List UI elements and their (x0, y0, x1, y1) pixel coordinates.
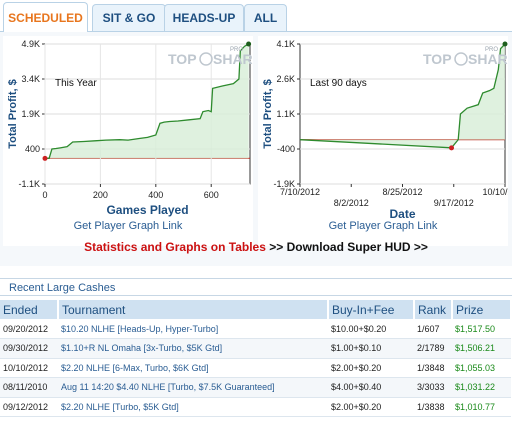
series-line (299, 43, 506, 149)
x-tick-label: 8/2/2012 (334, 198, 369, 208)
x-axis-title: Games Played (106, 203, 188, 217)
cell-tournament[interactable]: $2.20 NLHE [Turbo, $5K Gtd] (58, 397, 328, 417)
table-row: 09/30/2012 $1.10+R NL Omaha [3x-Turbo, $5… (0, 338, 511, 359)
cell-prize: $1,031.22 (452, 377, 511, 398)
chart-annotation: This Year (55, 78, 97, 89)
series-min-point (449, 145, 455, 151)
cell-rank: 1/3848 (414, 358, 452, 378)
header-rank[interactable]: Rank (414, 300, 453, 319)
y-tick-label: 400 (25, 144, 40, 154)
x-tick-label: 400 (148, 190, 163, 200)
logo-badge: PRO (230, 47, 243, 53)
chart-annotation: Last 90 days (310, 78, 367, 89)
cell-ended: 09/20/2012 (0, 319, 58, 339)
table-row: 08/11/2010 Aug 11 14:20 $4.40 NLHE [Turbo… (0, 377, 511, 398)
y-tick-label: 4.1K (276, 39, 295, 49)
logo-text-shark: SHARK (213, 51, 253, 67)
cell-rank: 2/1789 (414, 338, 452, 359)
cell-ended: 08/11/2010 (0, 377, 58, 398)
x-tick-label: 7/10/2012 (280, 187, 320, 197)
y-tick-label: 2.6K (276, 74, 295, 84)
header-prize[interactable]: Prize (452, 300, 512, 319)
graph-panel-last-90-days: -1.9K -400 1.1K 2.6K 4.1K 7/10/2012 8/25/2012 1… (258, 36, 508, 246)
cell-rank: 3/3033 (414, 377, 452, 398)
cell-rank: 1/607 (414, 319, 452, 339)
cell-buyin: $10.00+$0.20 (328, 319, 414, 339)
series-area (45, 44, 249, 159)
statistics-link[interactable]: Statistics and Graphs on Tables (84, 240, 266, 254)
cell-ended: 10/10/2012 (0, 358, 58, 378)
logo-icon (454, 52, 468, 66)
cell-buyin: $4.00+$0.40 (328, 377, 414, 398)
x-tick-label: 200 (93, 190, 108, 200)
series-end-point (246, 41, 252, 47)
logo-icon (199, 52, 213, 66)
cell-prize: $1,055.03 (452, 358, 511, 378)
cell-prize: $1,010.77 (452, 397, 511, 417)
series-end-point (502, 41, 508, 47)
cell-tournament[interactable]: $2.20 NLHE [6-Max, Turbo, $6K Gtd] (58, 358, 328, 378)
y-tick-label: -1.1K (18, 179, 40, 189)
x-tick-label: 600 (204, 190, 219, 200)
series-area (300, 44, 505, 148)
graphs-area: -1.1K 400 1.9K 3.4K 4.9K 0 200 400 600 This Year T… (0, 32, 512, 266)
logo-text-top: TOP (423, 51, 452, 67)
tab-divider (0, 31, 512, 32)
series-start-point (42, 155, 48, 161)
section-title: Recent Large Cashes (9, 282, 116, 294)
header-ended[interactable]: Ended (0, 300, 59, 319)
y-tick-label: 1.1K (276, 109, 295, 119)
tab-sit-and-go[interactable]: SIT & GO (92, 4, 166, 31)
x-tick-label: 0 (42, 190, 47, 200)
topshark-logo: TOP SHARKPRO (423, 47, 508, 67)
recent-cashes-section: Recent Large Cashes Ended Tournament Buy… (0, 266, 512, 423)
tab-bar: SCHEDULED SIT & GO HEADS-UP ALL (0, 0, 512, 32)
section-underline (0, 295, 512, 296)
cell-ended: 09/30/2012 (0, 338, 58, 359)
cell-buyin: $2.00+$0.20 (328, 358, 414, 378)
table-row: 09/12/2012 $2.20 NLHE [Turbo, $5K Gtd] $2.… (0, 397, 511, 417)
section-divider (0, 278, 512, 279)
y-tick-label: -400 (277, 144, 295, 154)
graph-panel-this-year: -1.1K 400 1.9K 3.4K 4.9K 0 200 400 600 This Year T… (3, 36, 253, 246)
get-graph-link-1[interactable]: Get Player Graph Link (73, 220, 183, 232)
cell-ended: 09/12/2012 (0, 397, 58, 417)
y-tick-label: -1.9K (273, 179, 295, 189)
logo-text-top: TOP (168, 51, 197, 67)
chart-this-year: -1.1K 400 1.9K 3.4K 4.9K 0 200 400 600 This Year T… (7, 39, 253, 217)
cell-prize: $1,506.21 (452, 338, 511, 359)
promo-line: Statistics and Graphs on Tables >> Downl… (0, 240, 512, 254)
x-tick-label: 8/25/2012 (382, 187, 422, 197)
header-buyin[interactable]: Buy-In+Fee (328, 300, 415, 319)
logo-badge: PRO (485, 47, 498, 53)
table-row: 10/10/2012 $2.20 NLHE [6-Max, Turbo, $6K … (0, 358, 511, 378)
table-row: 09/20/2012 $10.20 NLHE [Heads-Up, Hyper-T… (0, 319, 511, 339)
cell-tournament[interactable]: $1.10+R NL Omaha [3x-Turbo, $5K Gtd] (58, 338, 328, 359)
y-tick-label: 4.9K (21, 39, 40, 49)
y-axis-title: Total Profit, $ (262, 79, 274, 148)
x-tick-label: 9/17/2012 (434, 198, 474, 208)
get-graph-link-2[interactable]: Get Player Graph Link (328, 220, 438, 232)
tab-heads-up[interactable]: HEADS-UP (164, 4, 244, 31)
cell-prize: $1,517.50 (452, 319, 511, 339)
cashes-table: Ended Tournament Buy-In+Fee Rank Prize 0… (0, 300, 512, 417)
series-line (45, 43, 249, 159)
logo-text-shark: SHARK (468, 51, 508, 67)
topshark-logo: TOP SHARKPRO (168, 47, 253, 67)
cell-buyin: $1.00+$0.10 (328, 338, 414, 359)
cell-tournament[interactable]: Aug 11 14:20 $4.40 NLHE [Turbo, $7.5K Gu… (58, 377, 328, 398)
cell-buyin: $2.00+$0.20 (328, 397, 414, 417)
chart-last-90-days: -1.9K -400 1.1K 2.6K 4.1K 7/10/2012 8/25/2012 1… (262, 39, 508, 221)
cell-tournament[interactable]: $10.20 NLHE [Heads-Up, Hyper-Turbo] (58, 319, 328, 339)
x-axis-title: Date (389, 207, 415, 221)
y-tick-label: 1.9K (21, 109, 40, 119)
tab-all[interactable]: ALL (244, 4, 287, 31)
x-tick-label: 10/10/2012 (482, 187, 508, 197)
tab-scheduled[interactable]: SCHEDULED (3, 2, 88, 32)
cell-rank: 1/3838 (414, 397, 452, 417)
y-tick-label: 3.4K (21, 74, 40, 84)
download-hud-link[interactable]: >> Download Super HUD >> (269, 240, 428, 254)
header-tournament[interactable]: Tournament (58, 300, 329, 319)
y-axis-title: Total Profit, $ (7, 79, 19, 148)
